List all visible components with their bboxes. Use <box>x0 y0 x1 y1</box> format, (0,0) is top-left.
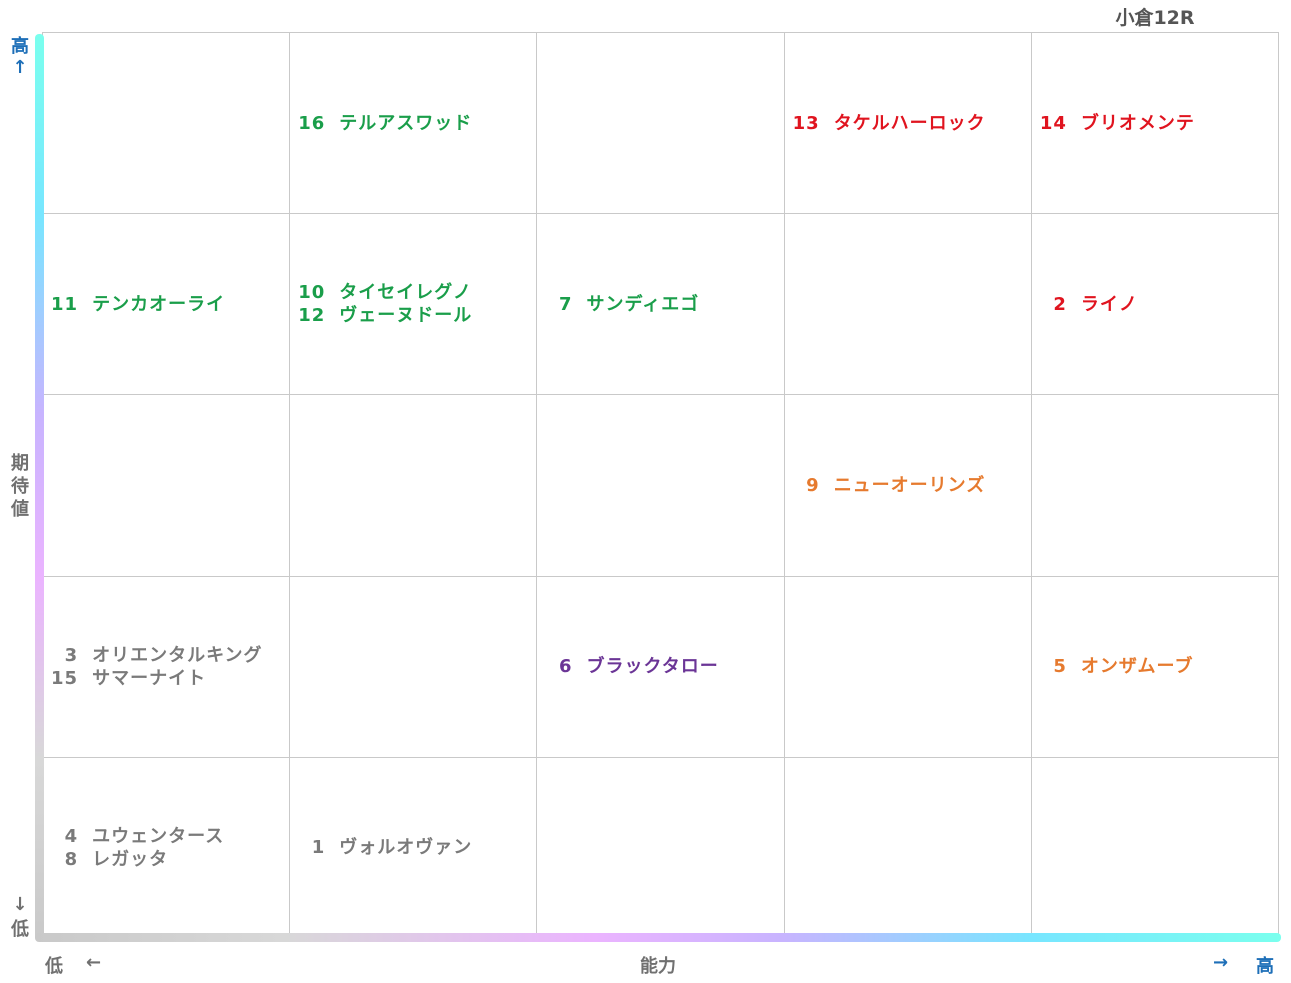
horse-entry: 16 テルアスワッド <box>297 112 529 135</box>
grid-cell <box>783 757 1031 939</box>
horse-name: サンディエゴ <box>586 293 700 315</box>
horse-number: 9 <box>806 474 820 496</box>
horse-name: タイセイレグノ <box>339 282 472 304</box>
grid-cell: 13 タケルハーロック <box>783 33 1031 215</box>
grid-cell <box>536 395 784 577</box>
y-axis-label: 期待値 <box>10 452 30 521</box>
grid-cell: 6 ブラックタロー <box>536 576 784 758</box>
grid-cell: 4 ユウェンタース 8 レガッタ <box>42 757 290 939</box>
horse-number: 13 <box>792 112 820 134</box>
horse-name: オリエンタルキング <box>92 644 263 666</box>
grid-cell: 5 オンザムーブ <box>1030 576 1278 758</box>
horse-number: 8 <box>64 848 79 870</box>
y-high-arrow-icon: ↑ <box>12 57 28 78</box>
horse-number: 2 <box>1053 293 1067 315</box>
horse-number: 6 <box>558 656 573 678</box>
horse-name: テンカオーライ <box>92 293 226 315</box>
x-low-label: 低 <box>45 956 63 977</box>
horse-number: 16 <box>298 112 326 134</box>
horse-entry: 3 オリエンタルキング <box>50 644 282 667</box>
grid-cell <box>289 395 537 577</box>
grid-cell <box>42 33 290 215</box>
horse-entry: 6 ブラックタロー <box>544 655 776 678</box>
y-low-label: 低 <box>11 919 29 940</box>
race-title: 小倉12R <box>1115 7 1195 29</box>
horse-name: レガッタ <box>92 848 169 870</box>
y-axis-bar <box>35 34 44 941</box>
grid-cell: 1 ヴォルオヴァン <box>289 757 537 939</box>
horse-entry: 1 ヴォルオヴァン <box>297 836 529 859</box>
grid-cell: 10 タイセイレグノ 12 ヴェーヌドール <box>289 214 537 396</box>
horse-entry: 7 サンディエゴ <box>544 293 776 316</box>
horse-name: ニューオーリンズ <box>833 474 986 496</box>
grid-cell <box>783 576 1031 758</box>
horse-entry: 15 サマーナイト <box>50 667 282 690</box>
y-low-arrow-icon: ↓ <box>12 894 28 915</box>
horse-number: 14 <box>1039 112 1067 134</box>
horse-number: 5 <box>1053 656 1067 678</box>
horse-name: ライノ <box>1080 293 1138 315</box>
grid-cell: 2 ライノ <box>1030 214 1278 396</box>
horse-grid: 16 テルアスワッド 13 タケルハーロック 14 ブリオメンテ 11 テンカオーライ 10 タイ… <box>42 32 1279 939</box>
horse-number: 10 <box>298 282 326 304</box>
grid-cell: 14 ブリオメンテ <box>1030 33 1278 215</box>
horse-name: ブリオメンテ <box>1080 112 1195 134</box>
x-axis-bar <box>35 933 1281 942</box>
horse-entry: 11 テンカオーライ <box>50 293 282 316</box>
horse-entry: 10 タイセイレグノ <box>297 281 529 304</box>
horse-number: 1 <box>311 837 326 859</box>
horse-name: サマーナイト <box>92 667 207 689</box>
x-axis-label: 能力 <box>640 956 676 977</box>
horse-entry: 4 ユウェンタース <box>50 825 282 848</box>
grid-cell <box>1030 395 1278 577</box>
horse-name: テルアスワッド <box>339 112 473 134</box>
grid-cell: 9 ニューオーリンズ <box>783 395 1031 577</box>
horse-number: 7 <box>558 293 573 315</box>
horse-entry: 8 レガッタ <box>50 848 282 871</box>
horse-name: ブラックタロー <box>586 656 719 678</box>
horse-entry: 13 タケルハーロック <box>792 112 1024 135</box>
horse-entry: 5 オンザムーブ <box>1039 655 1271 678</box>
y-axis-label-text: 期待値 <box>11 453 29 520</box>
horse-name: ヴォルオヴァン <box>339 837 473 859</box>
horse-number: 3 <box>64 644 79 666</box>
grid-cell <box>1030 757 1278 939</box>
horse-entry: 2 ライノ <box>1039 293 1271 316</box>
grid-cell: 7 サンディエゴ <box>536 214 784 396</box>
grid-cell: 3 オリエンタルキング 15 サマーナイト <box>42 576 290 758</box>
horse-entry: 9 ニューオーリンズ <box>792 474 1024 497</box>
grid-cell <box>536 33 784 215</box>
horse-name: タケルハーロック <box>833 112 986 134</box>
grid-cell: 16 テルアスワッド <box>289 33 537 215</box>
grid-cell <box>536 757 784 939</box>
x-high-label: 高 <box>1256 956 1274 977</box>
x-low-arrow-icon: ← <box>86 952 102 973</box>
y-high-label: 高 <box>11 36 29 57</box>
horse-name: ヴェーヌドール <box>339 305 473 327</box>
horse-name: ユウェンタース <box>92 825 225 847</box>
grid-cell <box>42 395 290 577</box>
grid-cell <box>783 214 1031 396</box>
grid-cell: 11 テンカオーライ <box>42 214 290 396</box>
horse-entry: 14 ブリオメンテ <box>1039 112 1271 135</box>
horse-number: 15 <box>51 667 79 689</box>
horse-number: 11 <box>51 293 79 315</box>
horse-entry: 12 ヴェーヌドール <box>297 304 529 327</box>
x-high-arrow-icon: → <box>1213 952 1229 973</box>
grid-cell <box>289 576 537 758</box>
horse-name: オンザムーブ <box>1080 656 1194 678</box>
horse-number: 12 <box>298 305 326 327</box>
horse-number: 4 <box>64 825 79 847</box>
